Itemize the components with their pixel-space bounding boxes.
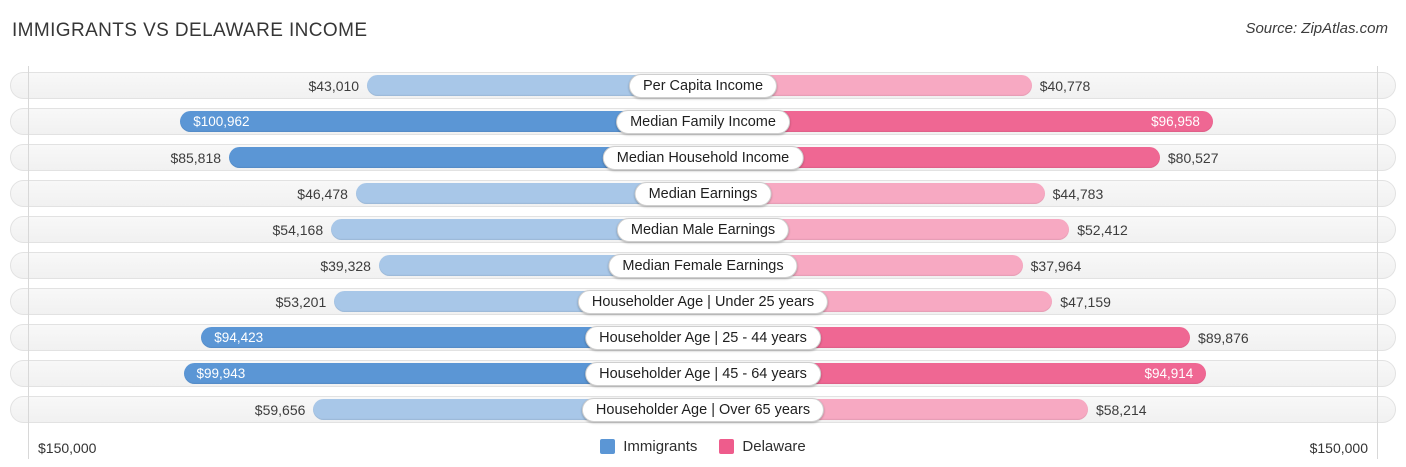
category-label: Householder Age | 25 - 44 years [585, 325, 821, 350]
category-label: Per Capita Income [628, 73, 778, 98]
delaware-value-label: $47,159 [1060, 293, 1111, 310]
legend-item-immigrants: Immigrants [600, 438, 697, 455]
immigrants-bar [355, 183, 703, 204]
immigrants-bar [331, 219, 703, 240]
category-label: Median Female Earnings [608, 253, 798, 278]
immigrants-value-label: $85,818 [170, 149, 222, 166]
chart-row: $46,478 $44,783 Median Earnings [10, 180, 1396, 207]
immigrants-bar: $94,423 [201, 327, 703, 348]
immigrants-swatch-icon [600, 439, 616, 454]
legend-label-immigrants: Immigrants [623, 438, 698, 455]
right-axis-line [1377, 66, 1378, 459]
immigrants-value-label: $59,656 [254, 401, 306, 418]
chart-header: IMMIGRANTS VS DELAWARE INCOME Source: Zi… [0, 0, 1406, 64]
chart-title: IMMIGRANTS VS DELAWARE INCOME [12, 20, 368, 41]
chart-row: $100,962 $96,958 Median Family Income [10, 108, 1396, 135]
legend-label-delaware: Delaware [742, 438, 806, 455]
immigrants-value-label: $99,943 [196, 366, 246, 381]
delaware-bar [703, 327, 1191, 348]
immigrants-value-label: $43,010 [308, 77, 360, 94]
category-label: Householder Age | Over 65 years [581, 397, 825, 422]
legend-item-delaware: Delaware [719, 438, 806, 455]
delaware-value-label: $80,527 [1167, 149, 1219, 166]
immigrants-value-label: $54,168 [272, 221, 324, 238]
delaware-value-label: $89,876 [1198, 329, 1249, 346]
immigrants-value-label: $53,201 [275, 293, 327, 310]
right-axis-max-label: $150,000 [1309, 440, 1368, 456]
category-label: Median Earnings [634, 181, 772, 206]
immigrants-value-label: $94,423 [214, 330, 264, 345]
legend: Immigrants Delaware [0, 438, 1406, 455]
delaware-bar [703, 219, 1070, 240]
delaware-bar [703, 75, 1032, 96]
immigrants-bar: $99,943 [183, 363, 703, 384]
delaware-value-label: $96,958 [1151, 114, 1200, 129]
delaware-value-label: $52,412 [1077, 221, 1128, 238]
delaware-bar [703, 183, 1045, 204]
chart-rows: $43,010 $40,778 Per Capita Income $100,9… [10, 72, 1396, 423]
left-axis-line [28, 66, 29, 459]
chart-row: $85,818 $80,527 Median Household Income [10, 144, 1396, 171]
category-label: Median Family Income [616, 109, 790, 134]
delaware-bar: $94,914 [703, 363, 1207, 384]
chart-footer: $150,000 Immigrants Delaware $150,000 [0, 432, 1406, 467]
immigrants-value-label: $46,478 [297, 185, 348, 202]
immigrants-value-label: $100,962 [193, 114, 250, 129]
immigrants-bar [367, 75, 703, 96]
chart-row: $94,423 $89,876 Householder Age | 25 - 4… [10, 324, 1396, 351]
delaware-value-label: $40,778 [1039, 77, 1091, 94]
delaware-value-label: $44,783 [1052, 185, 1104, 202]
category-label: Householder Age | 45 - 64 years [585, 361, 821, 386]
chart-row: $59,656 $58,214 Householder Age | Over 6… [10, 396, 1396, 423]
immigrants-value-label: $39,328 [320, 257, 371, 274]
category-label: Median Household Income [602, 145, 804, 170]
category-label: Householder Age | Under 25 years [577, 289, 829, 314]
left-axis-max-label: $150,000 [38, 440, 97, 456]
delaware-bar [703, 147, 1160, 168]
chart-row: $54,168 $52,412 Median Male Earnings [10, 216, 1396, 243]
immigrants-bar [229, 147, 703, 168]
delaware-value-label: $58,214 [1095, 401, 1147, 418]
delaware-value-label: $37,964 [1030, 257, 1082, 274]
delaware-bar: $96,958 [703, 111, 1213, 132]
immigrants-bar: $100,962 [180, 111, 703, 132]
chart-area: $43,010 $40,778 Per Capita Income $100,9… [0, 64, 1406, 459]
chart-row: $99,943 $94,914 Householder Age | 45 - 6… [10, 360, 1396, 387]
chart-row: $39,328 $37,964 Median Female Earnings [10, 252, 1396, 279]
chart-row: $43,010 $40,778 Per Capita Income [10, 72, 1396, 99]
chart-row: $53,201 $47,159 Householder Age | Under … [10, 288, 1396, 315]
category-label: Median Male Earnings [616, 217, 790, 242]
delaware-value-label: $94,914 [1144, 366, 1194, 381]
source-attribution: Source: ZipAtlas.com [1245, 20, 1388, 37]
delaware-swatch-icon [719, 439, 735, 454]
